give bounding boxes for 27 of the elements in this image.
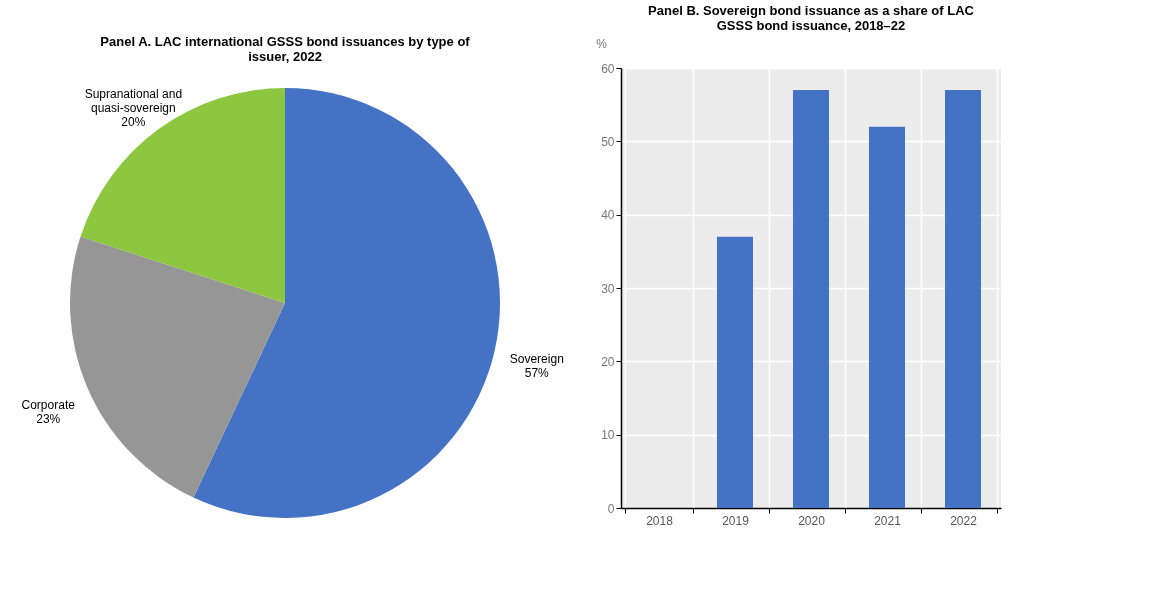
x-tick-label: 2019: [722, 513, 750, 528]
pie-slice: [193, 88, 500, 518]
slice-label: Corporate: [21, 398, 76, 413]
data-label: 23%: [36, 412, 61, 427]
x-tick-label: 2020: [798, 513, 826, 528]
chart-title: Panel B. Sovereign bond issuance as a share of LAC GSSS bond issuance, 2018–22: [648, 3, 975, 33]
data-label: 20%: [121, 115, 146, 130]
y-tick-label: 20: [601, 354, 615, 369]
y-axis-title: %: [596, 36, 608, 51]
y-tick-label: 10: [601, 428, 615, 443]
y-tick-label: 40: [601, 208, 615, 223]
pie-slice: [80, 88, 285, 303]
bar: [717, 236, 753, 508]
slice-label: Sovereign: [509, 352, 564, 367]
slice-label: Supranational and quasi-sovereign: [84, 87, 183, 116]
bar: [793, 90, 829, 508]
y-tick-label: 0: [607, 501, 615, 516]
y-tick-label: 50: [601, 134, 615, 149]
x-tick-label: 2022: [950, 513, 978, 528]
bar: [869, 126, 905, 508]
bar: [945, 90, 981, 508]
y-tick-label: 60: [601, 61, 615, 76]
data-label: 57%: [524, 366, 550, 381]
x-tick-label: 2021: [874, 513, 902, 528]
chart-title: Panel A. LAC international GSSS bond issuances by type of issuer, 2022: [100, 34, 471, 64]
x-tick-label: 2018: [646, 513, 674, 528]
y-tick-label: 30: [601, 281, 615, 296]
